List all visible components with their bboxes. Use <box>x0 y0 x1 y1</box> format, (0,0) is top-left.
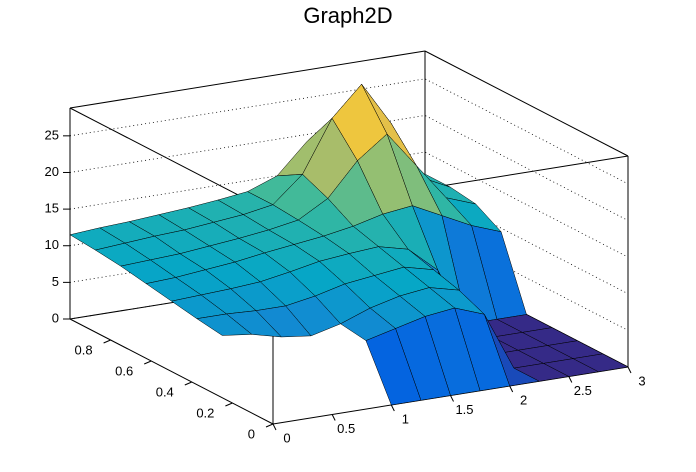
y-tick-label: 0.4 <box>156 384 174 399</box>
x-tick <box>627 366 632 374</box>
z-tick-label: 25 <box>45 127 59 142</box>
chart-title: Graph2D <box>303 3 392 28</box>
z-tick-label: 0 <box>52 310 59 325</box>
x-tick-label: 2 <box>520 392 527 407</box>
x-tick <box>450 395 454 402</box>
x-tick-label: 0 <box>283 430 290 445</box>
x-tick <box>390 404 395 412</box>
y-tick-label: 0.2 <box>196 405 214 420</box>
y-tick <box>265 423 274 428</box>
x-tick-label: 2.5 <box>574 383 592 398</box>
surface-cell <box>365 328 422 406</box>
y-tick-label: 0.6 <box>115 363 133 378</box>
z-tick-label: 10 <box>45 237 59 252</box>
x-tick-label: 3 <box>638 373 645 388</box>
y-tick-label: 0.8 <box>75 342 93 357</box>
surface-cell <box>196 313 253 336</box>
x-tick-label: 1.5 <box>455 402 473 417</box>
y-tick <box>225 402 233 407</box>
y-tick <box>144 360 152 365</box>
box-edge <box>69 318 274 425</box>
z-tick-label: 20 <box>45 164 59 179</box>
box-edge <box>69 50 426 109</box>
x-tick <box>331 414 336 421</box>
x-tick-label: 1 <box>402 411 409 426</box>
y-tick <box>103 339 111 344</box>
box-edge <box>424 50 629 157</box>
y-tick <box>184 381 192 386</box>
x-tick <box>568 376 573 383</box>
x-tick-label: 0.5 <box>337 421 355 436</box>
z-tick-label: 5 <box>52 274 59 289</box>
x-tick <box>509 385 514 393</box>
x-tick <box>272 423 277 431</box>
z-tick-label: 15 <box>45 201 59 216</box>
y-tick-label: 0 <box>248 426 255 441</box>
